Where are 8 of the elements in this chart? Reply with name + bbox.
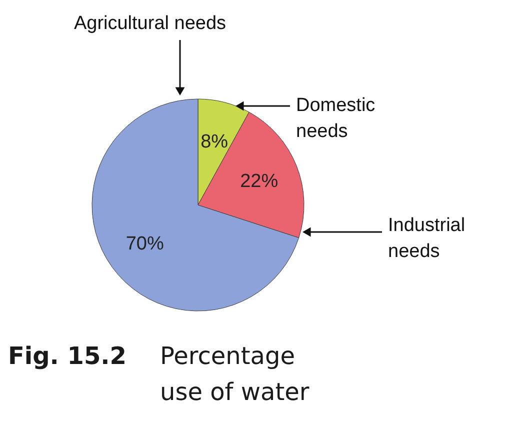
data-label: 8% xyxy=(200,131,228,152)
slice-label: Industrial needs xyxy=(388,215,466,262)
slice-label: Domestic needs xyxy=(296,95,376,142)
slice-label: Agricultural needs xyxy=(74,13,226,34)
data-label: 22% xyxy=(240,170,278,192)
text: Percentage use of water xyxy=(160,342,310,406)
data-label: 70% xyxy=(126,234,164,255)
caption: Fig. 15.2 xyxy=(8,342,126,370)
